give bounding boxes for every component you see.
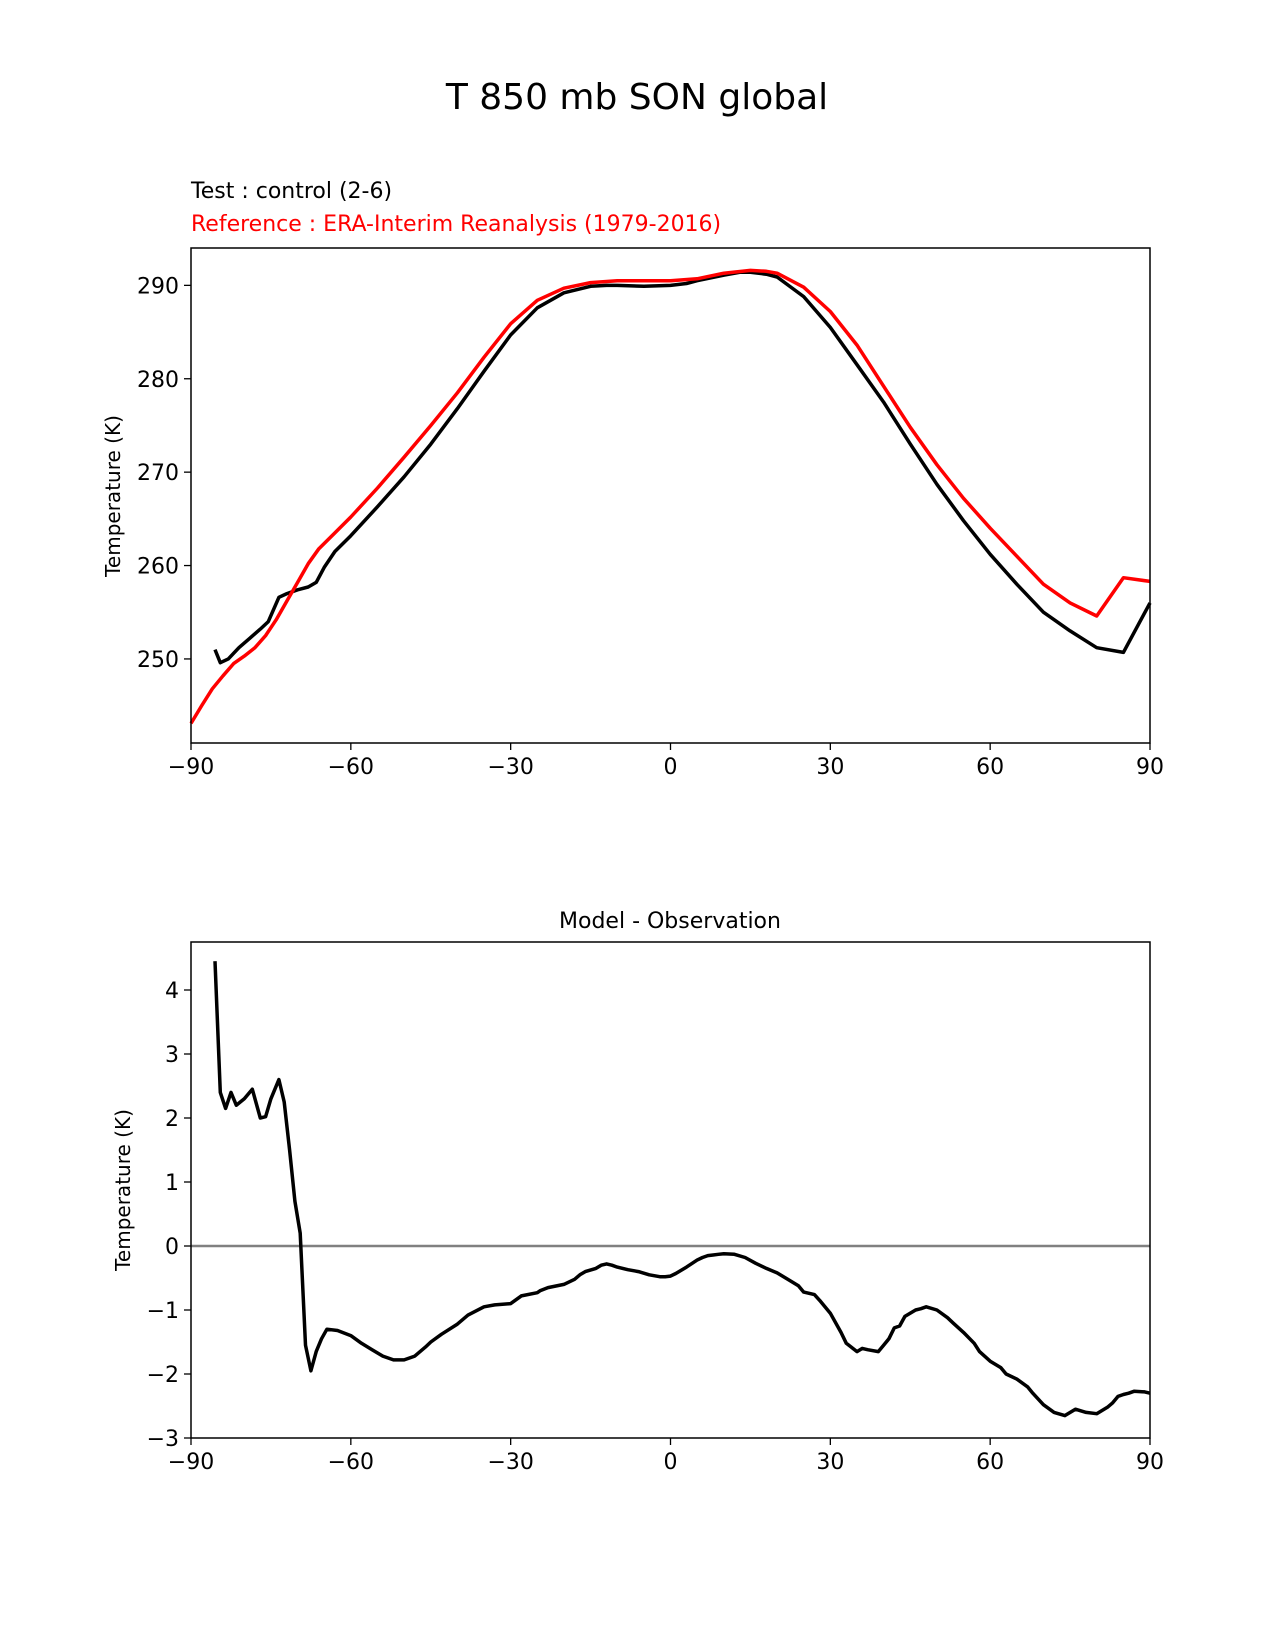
chart2-xtick-label: 0 <box>664 1450 678 1475</box>
chart1-series-test <box>213 270 1152 665</box>
chart2-ytick-label: 0 <box>165 1235 179 1260</box>
chart2-xtick-label: −90 <box>168 1450 214 1475</box>
chart1-xtick-label: 60 <box>976 755 1004 780</box>
chart1-xtick-label: −90 <box>168 755 214 780</box>
figure-title: T 850 mb SON global <box>445 77 828 118</box>
chart2-xtick-label: −60 <box>328 1450 374 1475</box>
reference-label: Reference : ERA-Interim Reanalysis (1979… <box>191 212 721 237</box>
chart1-axes-frame <box>190 247 1151 744</box>
chart1-xtick-label: 90 <box>1136 755 1164 780</box>
difference-chart: Model - Observation −90 −60 −30 0 30 60 90−3−2… <box>111 909 1164 1475</box>
chart2-axes-frame <box>190 941 1151 1439</box>
chart1-series <box>189 268 1152 725</box>
chart1-ytick-label: 250 <box>137 648 179 673</box>
chart2-xtick-label: −30 <box>487 1450 533 1475</box>
chart1-ytick-label: 270 <box>137 461 179 486</box>
chart2-xtick-label: 30 <box>816 1450 844 1475</box>
chart1-ytick-label: 260 <box>137 555 179 580</box>
chart2-ytick-label: −3 <box>147 1427 179 1452</box>
chart2-ytick-label: −2 <box>147 1363 179 1388</box>
chart2-ytick-label: −1 <box>147 1299 179 1324</box>
chart1-xtick-label: 30 <box>816 755 844 780</box>
chart2-title: Model - Observation <box>559 909 781 934</box>
chart1-series-reference <box>189 268 1151 725</box>
chart1-ytick-label: 280 <box>137 368 179 393</box>
chart2-series-model-observation <box>213 961 1151 1418</box>
chart1-xtick-label: −30 <box>487 755 533 780</box>
chart2-ytick-label: 4 <box>165 979 179 1004</box>
chart1-ylabel: Temperature (K) <box>101 415 125 578</box>
chart2-ytick-label: 1 <box>165 1171 179 1196</box>
test-label: Test : control (2-6) <box>190 179 392 204</box>
chart2-ylabel: Temperature (K) <box>111 1109 135 1272</box>
chart2-ytick-label: 3 <box>165 1043 179 1068</box>
chart1-xtick-label: −60 <box>328 755 374 780</box>
chart2-series <box>191 961 1151 1418</box>
chart1-ticks: −90 −60 −30 0 30 60 90 250 260 270 280 290 <box>137 274 1164 780</box>
chart2-ticks: −90 −60 −30 0 30 60 90 −3 −2 −1 0 1 2 3 4 <box>147 979 1164 1475</box>
chart1-ytick-label: 290 <box>137 274 179 299</box>
temperature-profile-chart: Test : control (2-6) Reference : ERA-Int… <box>101 179 1164 780</box>
chart2-xtick-label: 60 <box>976 1450 1004 1475</box>
chart1-xtick-label: 0 <box>664 755 678 780</box>
chart2-ytick-label: 2 <box>165 1107 179 1132</box>
chart2-xtick-label: 90 <box>1136 1450 1164 1475</box>
